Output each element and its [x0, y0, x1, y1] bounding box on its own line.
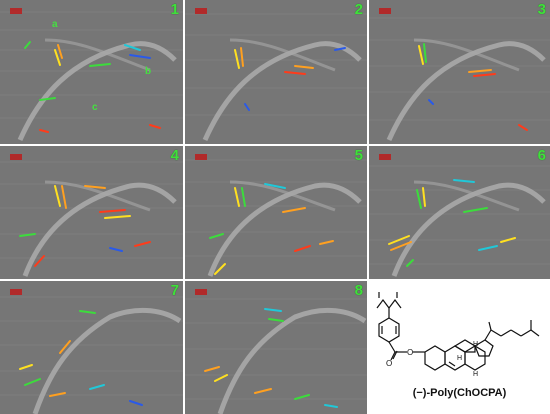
panel-2-image [185, 0, 367, 144]
micrograph-panel-3: 3 [369, 0, 550, 144]
micrograph-panel-5: 5 [185, 146, 367, 279]
panel-number: 8 [354, 282, 363, 299]
chemical-structure-drawing: O O H H H [376, 292, 540, 378]
panel-number: 3 [537, 1, 546, 18]
panel-6-image [369, 146, 550, 279]
chemical-structure-panel: O O H H H (−)-Poly(ChOCPA) [369, 280, 550, 414]
region-label-c: c [92, 102, 98, 113]
scale-marker [10, 8, 22, 14]
scale-marker [195, 289, 207, 295]
region-label-a: a [52, 19, 58, 30]
atom-label-h1: H [457, 355, 462, 362]
atom-label-o2: O [386, 359, 392, 368]
panel-number: 6 [537, 147, 546, 164]
scale-marker [195, 154, 207, 160]
panel-number: 1 [170, 1, 179, 18]
scale-marker [10, 289, 22, 295]
panel-number: 4 [170, 147, 179, 164]
panel-4-image [0, 146, 183, 279]
micrograph-panel-7: 7 [0, 281, 183, 414]
panel-3-image [369, 0, 550, 144]
panel-5-image [185, 146, 367, 279]
structure-name: (−)-Poly(ChOCPA) [412, 387, 507, 399]
panel-number: 2 [354, 1, 363, 18]
micrograph-panel-8: 8 [185, 281, 367, 414]
panel-number: 7 [170, 282, 179, 299]
region-label-b: b [145, 66, 152, 77]
panel-1-image [0, 0, 183, 144]
atom-label-h2: H [473, 341, 478, 348]
atom-label-h3: H [473, 371, 478, 378]
scale-marker [379, 154, 391, 160]
micrograph-panel-6: 6 [369, 146, 550, 279]
micrograph-panel-1: 1 a b c [0, 0, 183, 144]
panel-8-image [185, 281, 367, 414]
scale-marker [195, 8, 207, 14]
micrograph-panel-4: 4 [0, 146, 183, 279]
micrograph-panel-2: 2 [185, 0, 367, 144]
scale-marker [10, 154, 22, 160]
atom-label-o1: O [407, 348, 413, 357]
panel-7-image [0, 281, 183, 414]
panel-number: 5 [354, 147, 363, 164]
scale-marker [379, 8, 391, 14]
